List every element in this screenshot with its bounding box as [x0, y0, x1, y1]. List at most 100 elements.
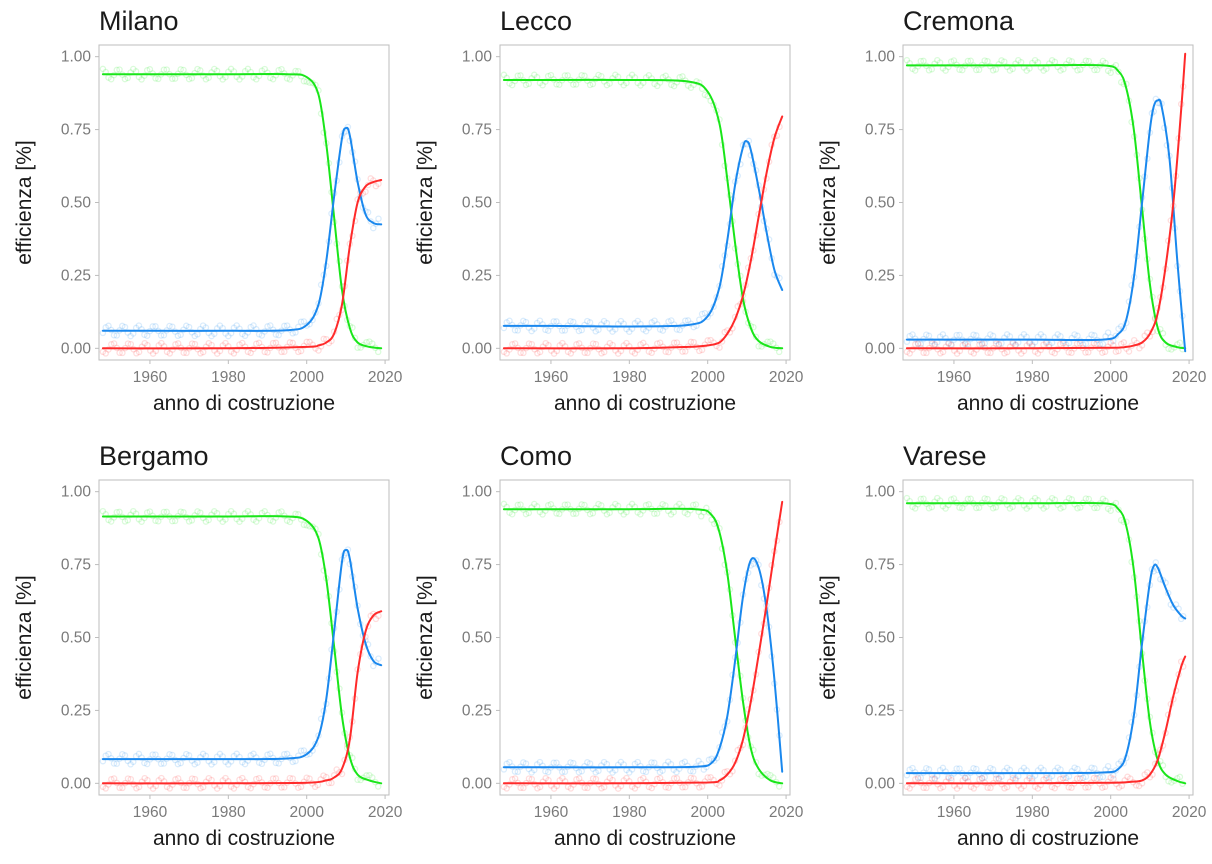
observed-point [1093, 66, 1101, 74]
observed-point [973, 781, 980, 788]
observed-point [295, 348, 302, 356]
observed-point [534, 350, 541, 357]
observed-point [651, 317, 658, 324]
observed-point [687, 338, 695, 346]
observed-point [678, 759, 686, 767]
y-axis-title: efficienza [%] [414, 575, 437, 700]
observed-point [612, 500, 619, 508]
observed-point [544, 768, 552, 776]
observed-point [174, 775, 182, 782]
observed-point [1085, 349, 1092, 356]
observed-point [297, 747, 305, 754]
plot-frame [98, 479, 390, 796]
observed-point [634, 346, 641, 354]
observed-point [984, 349, 991, 356]
observed-point [531, 500, 538, 508]
observed-point [146, 508, 154, 515]
observed-point [1001, 496, 1008, 503]
series-line-2 [905, 655, 1187, 785]
observed-point [216, 750, 224, 758]
observed-point [158, 774, 165, 782]
observed-point [108, 776, 115, 783]
observed-point [511, 340, 519, 347]
observed-point [572, 81, 580, 88]
observed-point [998, 495, 1005, 502]
observed-point [1003, 331, 1011, 338]
observed-point [191, 760, 198, 768]
y-axis-title: efficienza [%] [13, 575, 36, 700]
observed-point [539, 81, 546, 89]
observed-point [1085, 768, 1093, 776]
observed-point [931, 340, 939, 348]
observed-point [264, 511, 271, 519]
observed-point [1112, 348, 1120, 355]
observed-point [303, 774, 310, 781]
observed-point [247, 323, 254, 331]
observed-point [558, 768, 566, 776]
observed-point [1045, 778, 1053, 786]
observed-point [1037, 764, 1045, 772]
observed-point [606, 339, 614, 347]
observed-point [135, 348, 143, 356]
y-tick-label: 0.75 [61, 557, 91, 574]
observed-point [923, 331, 930, 338]
observed-point [113, 508, 121, 516]
observed-point [1003, 63, 1011, 71]
observed-point [1006, 778, 1014, 786]
observed-point [645, 72, 653, 79]
observed-point [573, 341, 580, 348]
observed-point [637, 341, 644, 348]
observed-point [1107, 69, 1114, 77]
observed-point [199, 783, 207, 791]
y-tick-label: 0.50 [865, 195, 896, 212]
series-line-0 [101, 72, 383, 350]
observed-point [264, 323, 271, 330]
observed-point [556, 510, 563, 518]
observed-point [1079, 774, 1087, 781]
observed-point [233, 322, 240, 329]
observed-point [1015, 56, 1022, 64]
observed-point [648, 759, 655, 766]
observed-point [1068, 784, 1075, 792]
observed-point [1168, 346, 1175, 353]
observed-point [1104, 505, 1112, 512]
observed-point [199, 348, 207, 356]
observed-point [642, 343, 650, 350]
observed-point [275, 331, 282, 339]
observed-point [367, 175, 374, 182]
x-tick-label: 1960 [133, 804, 168, 821]
observed-point [981, 57, 988, 64]
y-tick-label: 0.00 [865, 340, 896, 357]
observed-point [1176, 773, 1184, 781]
observed-point [241, 332, 249, 340]
observed-point [202, 76, 210, 83]
observed-point [1071, 63, 1078, 70]
x-tick-label: 2020 [368, 369, 403, 386]
observed-point [163, 66, 170, 73]
observed-point [1090, 774, 1098, 782]
observed-point [698, 783, 706, 790]
observed-point [152, 517, 159, 524]
observed-point [119, 349, 126, 357]
observed-point [105, 346, 112, 353]
observed-point [592, 328, 599, 335]
x-tick-label: 2000 [690, 369, 725, 386]
observed-point [116, 349, 123, 357]
observed-point [914, 775, 922, 782]
observed-point [152, 751, 159, 758]
observed-point [1029, 775, 1036, 782]
observed-point [964, 340, 972, 348]
observed-point [110, 775, 118, 782]
observed-point [981, 773, 988, 781]
observed-point [267, 516, 274, 524]
observed-point [1009, 774, 1017, 782]
observed-point [1023, 505, 1030, 512]
observed-point [107, 75, 115, 83]
observed-point [1082, 773, 1090, 780]
observed-point [600, 783, 608, 791]
observed-point [124, 74, 132, 82]
observed-point [651, 510, 658, 517]
observed-point [648, 75, 655, 82]
observed-point [962, 774, 969, 782]
observed-point [1057, 775, 1064, 783]
